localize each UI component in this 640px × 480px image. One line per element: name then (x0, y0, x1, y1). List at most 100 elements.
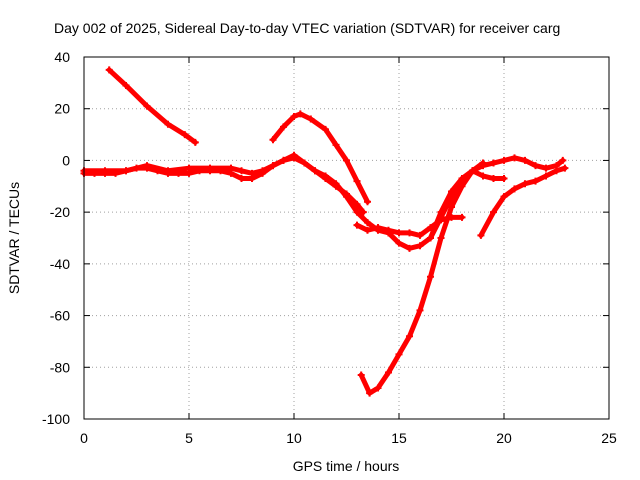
data-point (364, 226, 371, 234)
data-point (122, 81, 130, 89)
data-point (490, 159, 497, 167)
data-point (332, 180, 340, 188)
data-point (122, 167, 130, 175)
y-tick-label: 20 (54, 101, 70, 117)
data-point (364, 198, 371, 206)
data-point (559, 156, 567, 164)
data-point (301, 159, 308, 167)
data-point (458, 213, 466, 221)
data-point (395, 239, 403, 247)
data-point (290, 151, 298, 159)
data-point (406, 244, 413, 252)
x-tick-label: 25 (601, 430, 617, 446)
data-point (343, 193, 350, 201)
data-point (181, 131, 189, 139)
data-point (511, 154, 518, 162)
series-track-2 (80, 154, 367, 216)
data-point (101, 167, 109, 175)
data-point (385, 368, 392, 376)
data-point (437, 208, 445, 216)
series-track-4 (269, 110, 371, 206)
y-tick-label: -20 (50, 204, 70, 220)
data-point (490, 208, 497, 216)
data-point (469, 167, 476, 175)
data-point (406, 332, 413, 340)
data-point (227, 164, 235, 172)
data-point (269, 136, 277, 144)
data-point (479, 172, 487, 180)
series-line (81, 152, 391, 236)
data-point (542, 172, 550, 180)
y-tick-label: -60 (50, 308, 70, 324)
series-track-8 (427, 167, 508, 242)
series-track-7 (374, 154, 567, 252)
data-point (416, 306, 424, 314)
data-point (357, 371, 365, 379)
data-point (143, 102, 151, 110)
data-point (416, 231, 424, 239)
x-tick-label: 0 (80, 430, 88, 446)
chart-title: Day 002 of 2025, Sidereal Day-to-day VTE… (54, 20, 560, 36)
data-point (353, 177, 361, 185)
series-track-3 (80, 151, 392, 237)
data-point (490, 175, 497, 183)
y-axis-label: SDTVAR / TECUs (6, 182, 22, 294)
data-point (322, 125, 329, 133)
x-axis-label: GPS time / hours (293, 458, 400, 474)
data-point (532, 177, 539, 185)
y-tick-label: 40 (54, 49, 70, 65)
data-point (553, 167, 560, 175)
data-point (353, 221, 361, 229)
data-point (105, 66, 113, 74)
grid (84, 57, 609, 419)
y-tick-label: -40 (50, 256, 70, 272)
data-point (164, 120, 172, 128)
data-point (479, 162, 487, 170)
data-point (143, 162, 151, 170)
data-point (500, 156, 508, 164)
data-point (364, 218, 371, 226)
x-tick-label: 10 (286, 430, 302, 446)
data-point (206, 164, 214, 172)
data-point (521, 156, 529, 164)
data-point (280, 123, 287, 131)
x-tick-labels: 0 5 10 15 20 25 (80, 430, 617, 446)
data-point (542, 164, 550, 172)
data-point (448, 187, 455, 195)
x-tick-label: 5 (185, 430, 193, 446)
data-point (521, 180, 529, 188)
data-point (416, 242, 424, 250)
data-point (332, 141, 340, 149)
data-point (448, 213, 455, 221)
data-point (366, 389, 374, 397)
data-point (359, 208, 367, 216)
data-point (406, 229, 413, 237)
data-point (353, 208, 361, 216)
data-point (191, 138, 199, 146)
y-tick-label: -80 (50, 359, 70, 375)
data-point (311, 167, 319, 175)
data-point (259, 167, 266, 175)
data-point (561, 164, 569, 172)
data-point (248, 169, 256, 177)
series-track-9 (477, 164, 569, 239)
data-point (307, 115, 315, 123)
data-point (458, 175, 466, 183)
series-line (358, 160, 486, 396)
data-point (238, 167, 245, 175)
data-point (238, 175, 245, 183)
data-point (532, 162, 539, 170)
y-tick-labels: 40 20 0 -20 -40 -60 -80 -100 (42, 49, 70, 427)
data-point (322, 172, 329, 180)
series-track-5 (357, 159, 487, 397)
series-line (270, 111, 370, 205)
x-tick-label: 15 (391, 430, 407, 446)
data-point (511, 185, 518, 193)
y-tick-label: -100 (42, 411, 70, 427)
data-point (343, 156, 350, 164)
data-point (385, 229, 392, 237)
series-line (106, 67, 198, 145)
plot-frame (83, 56, 610, 420)
data-point (395, 350, 403, 358)
data-point (427, 273, 434, 281)
